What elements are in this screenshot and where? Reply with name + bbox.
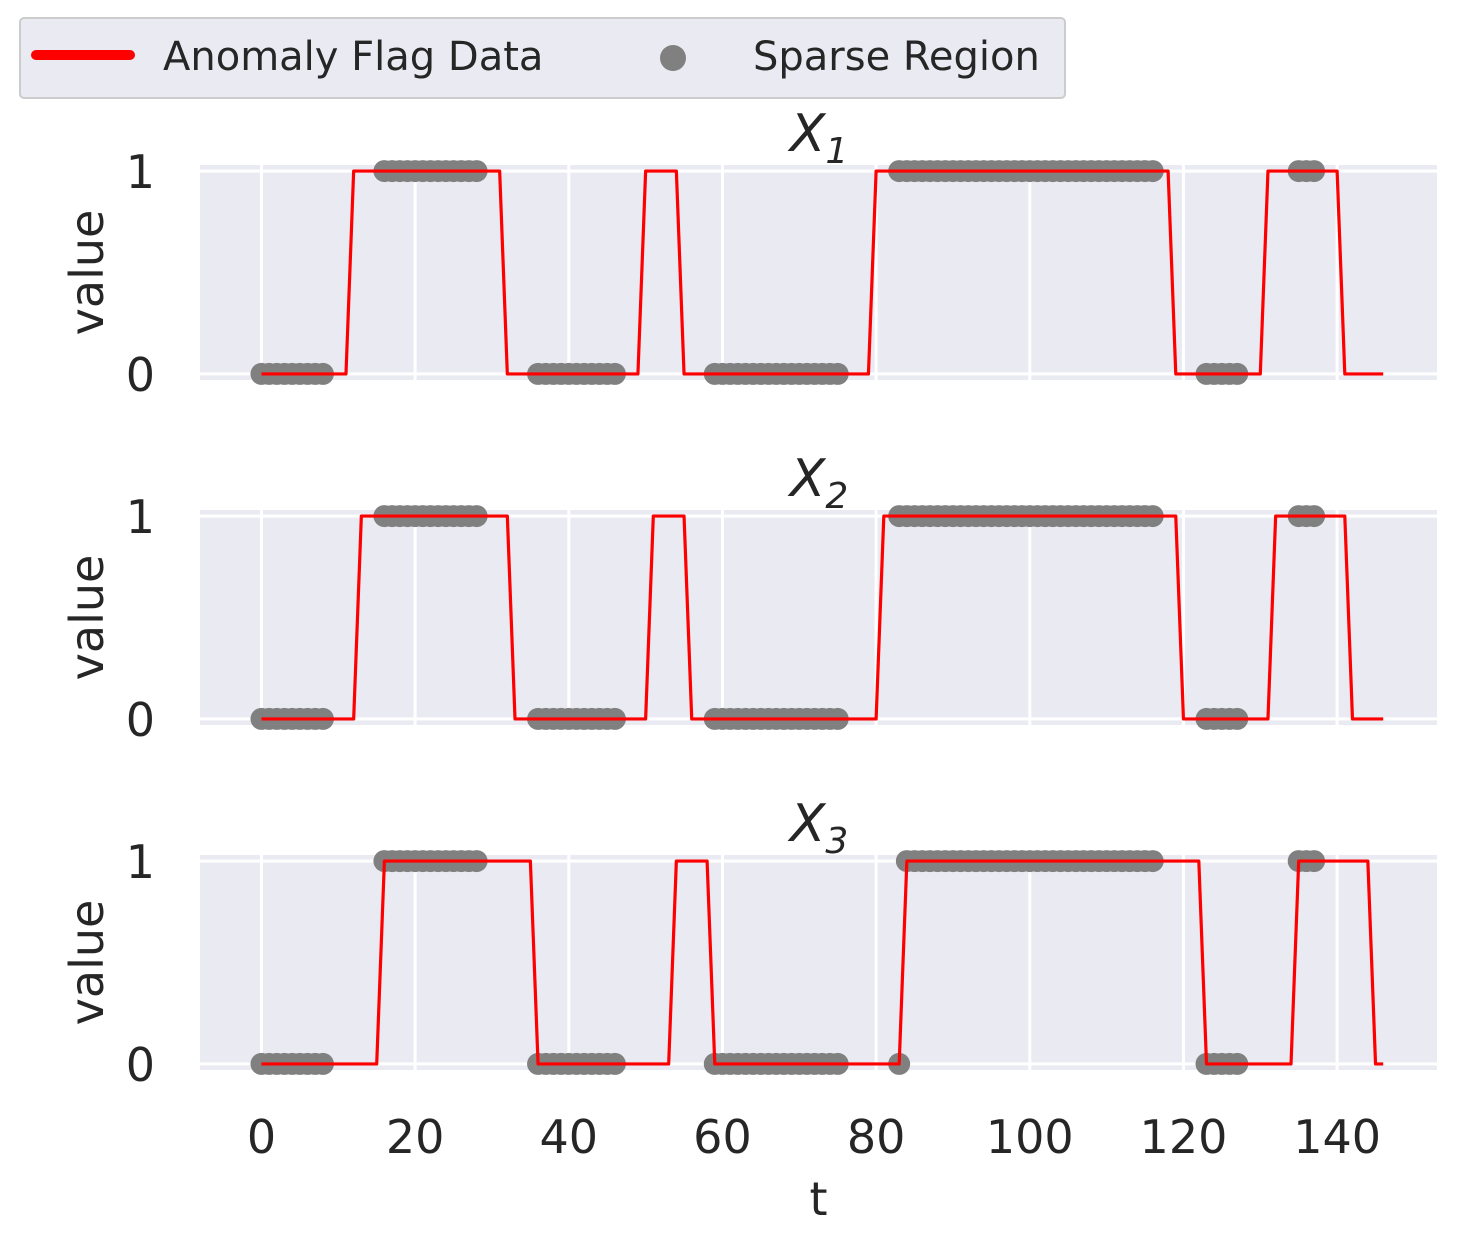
x-tick-label: 100 <box>986 1110 1074 1164</box>
legend: Anomaly Flag Data Sparse Region <box>19 17 1066 99</box>
anomaly-flag-line <box>261 169 1384 376</box>
subplot-title: X2 <box>787 449 849 517</box>
x-tick-label: 0 <box>247 1110 276 1164</box>
y-tick-label: 0 <box>126 693 155 747</box>
y-tick-label: 1 <box>126 145 155 199</box>
legend-label: Sparse Region <box>753 34 1040 80</box>
y-axis-label: value <box>60 555 114 681</box>
y-tick-label: 0 <box>126 1038 155 1092</box>
legend-marker-swatch <box>660 45 686 71</box>
x-tick-label: 120 <box>1140 1110 1228 1164</box>
y-tick-label: 0 <box>126 348 155 402</box>
legend-label: Anomaly Flag Data <box>163 34 543 80</box>
anomaly-flag-line <box>261 859 1384 1066</box>
plot-background <box>200 165 1437 380</box>
y-tick-label: 1 <box>126 835 155 889</box>
x-axis-label: t <box>809 1172 827 1226</box>
subplot-title: X1 <box>787 104 849 172</box>
y-tick-label: 1 <box>126 490 155 544</box>
anomaly-flag-line <box>261 514 1384 721</box>
plot-background <box>200 855 1437 1070</box>
plot-background <box>200 510 1437 725</box>
x-tick-label: 140 <box>1293 1110 1381 1164</box>
x-tick-label: 40 <box>540 1110 599 1164</box>
y-axis-label: value <box>60 210 114 336</box>
y-axis-label: value <box>60 900 114 1026</box>
x-axis: 0 20 40 60 80 100 120 140 t <box>247 1110 1381 1226</box>
x-tick-label: 60 <box>693 1110 752 1164</box>
x-tick-label: 20 <box>386 1110 445 1164</box>
x-tick-label: 80 <box>847 1110 906 1164</box>
legend-frame <box>19 17 1066 99</box>
subplot-title: X3 <box>787 794 849 862</box>
